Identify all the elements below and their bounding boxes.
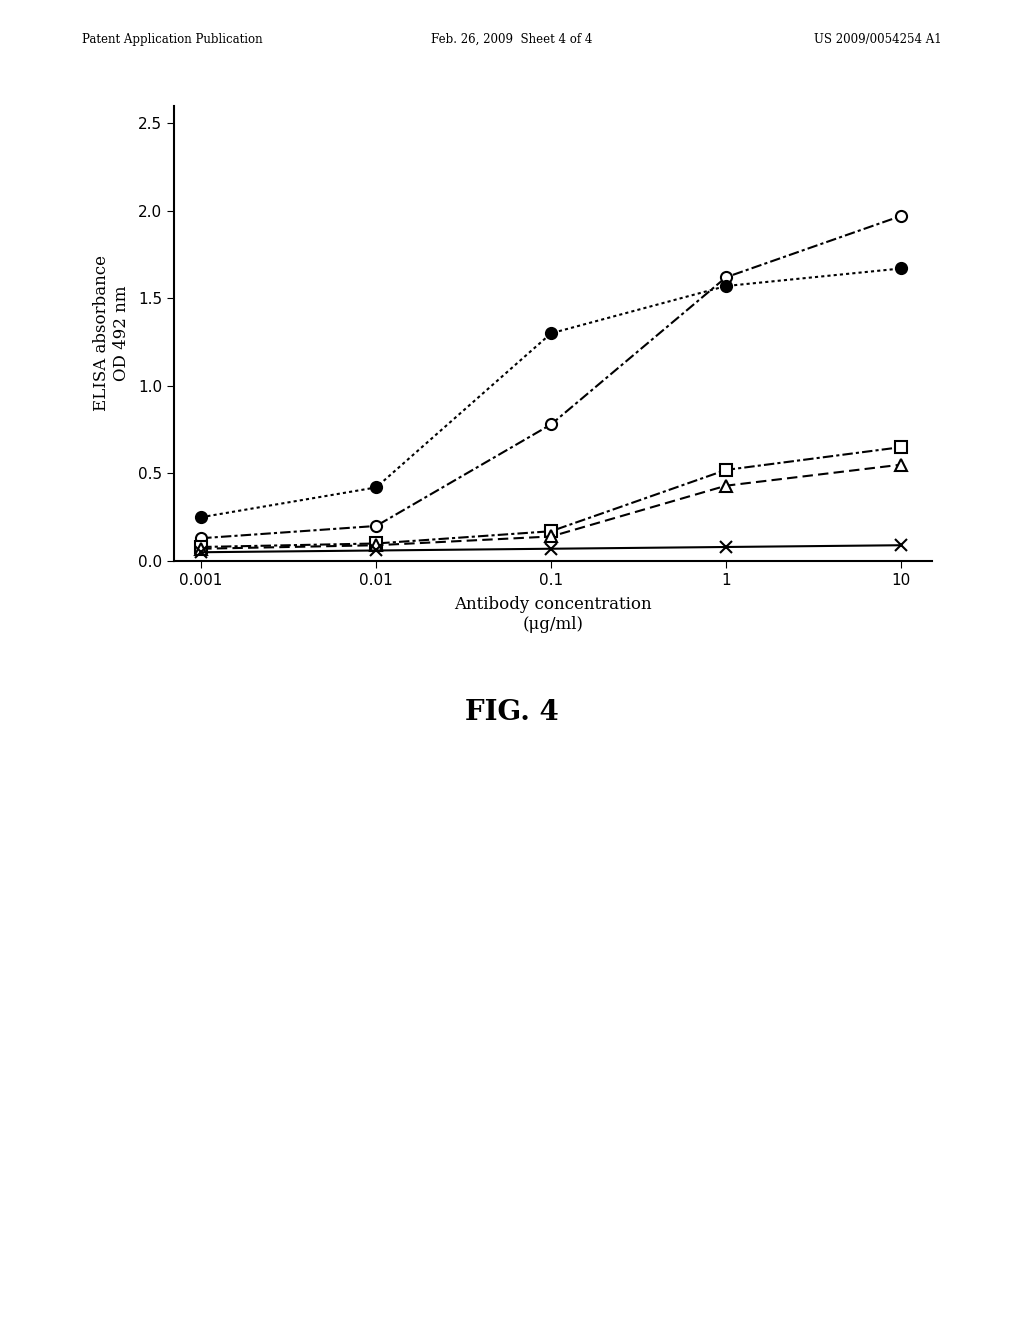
Text: US 2009/0054254 A1: US 2009/0054254 A1 xyxy=(814,33,942,46)
Text: Patent Application Publication: Patent Application Publication xyxy=(82,33,262,46)
X-axis label: Antibody concentration
(μg/ml): Antibody concentration (μg/ml) xyxy=(455,597,651,632)
Text: FIG. 4: FIG. 4 xyxy=(465,700,559,726)
Y-axis label: ELISA absorbance
OD 492 nm: ELISA absorbance OD 492 nm xyxy=(93,255,130,412)
Text: Feb. 26, 2009  Sheet 4 of 4: Feb. 26, 2009 Sheet 4 of 4 xyxy=(431,33,593,46)
